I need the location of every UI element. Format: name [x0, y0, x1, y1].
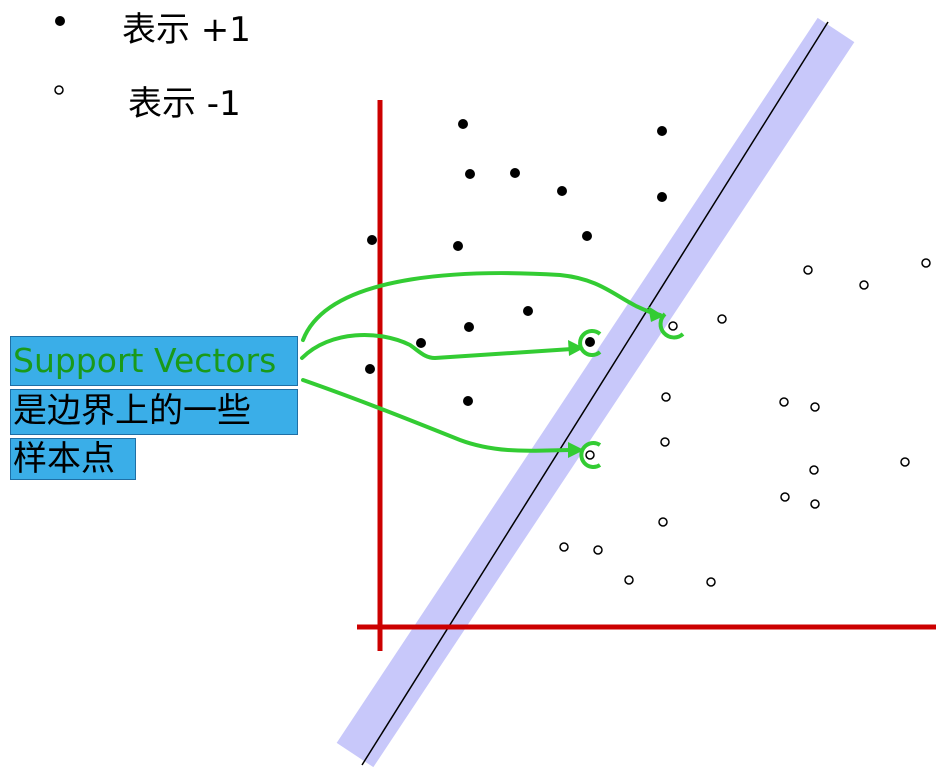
negative-support-point: [668, 321, 678, 331]
negative-point: [780, 492, 790, 502]
negative-point: [658, 517, 668, 527]
negative-support-point: [585, 450, 595, 460]
positive-points: [365, 119, 667, 406]
support-vector-ring: [578, 329, 602, 357]
legend-positive-marker: [55, 16, 65, 26]
negative-point: [706, 577, 716, 587]
positive-point: [465, 169, 475, 179]
negative-point: [624, 575, 634, 585]
positive-point: [464, 322, 474, 332]
arrow-heads: [568, 306, 664, 458]
negative-point: [921, 258, 931, 268]
positive-point: [463, 396, 473, 406]
arrowhead: [568, 442, 584, 458]
support-vectors-title: Support Vectors: [10, 336, 298, 386]
negative-point: [717, 314, 727, 324]
support-vector-highlights: [578, 312, 685, 469]
support-vector-ring: [579, 441, 602, 469]
arrow-to-middle-support: [300, 333, 574, 361]
arrowhead: [568, 340, 584, 356]
support-vector-ring: [658, 312, 685, 340]
negative-point: [559, 542, 569, 552]
positive-point: [657, 192, 667, 202]
positive-point: [582, 231, 592, 241]
legend-negative-label: 表示 -1: [128, 84, 241, 124]
positive-point: [365, 364, 375, 374]
legend-negative-marker: [54, 85, 64, 95]
positive-point: [453, 241, 463, 251]
positive-support-point: [585, 337, 595, 347]
positive-point: [367, 235, 377, 245]
positive-point: [416, 338, 426, 348]
legend-positive-label: 表示 +1: [122, 10, 251, 50]
support-vectors-desc-line1: 是边界上的一些: [10, 389, 298, 435]
support-vectors-desc-line2: 样本点: [10, 438, 136, 480]
negative-point: [660, 437, 670, 447]
hyperplane: [361, 21, 829, 766]
positive-point: [510, 168, 520, 178]
negative-point: [859, 280, 869, 290]
positive-point: [657, 126, 667, 136]
positive-point: [458, 119, 468, 129]
negative-point: [661, 392, 671, 402]
arrowhead: [648, 306, 664, 322]
negative-point: [809, 465, 819, 475]
negative-point: [593, 545, 603, 555]
arrow-to-bottom-support: [301, 378, 574, 453]
negative-points: [559, 258, 931, 587]
positive-point: [523, 306, 533, 316]
negative-point: [900, 457, 910, 467]
negative-point: [810, 402, 820, 412]
negative-point: [810, 499, 820, 509]
arrow-to-top-support: [301, 271, 662, 342]
support-vector-arrows: [300, 271, 662, 453]
negative-point: [779, 397, 789, 407]
positive-point: [557, 186, 567, 196]
negative-point: [803, 265, 813, 275]
